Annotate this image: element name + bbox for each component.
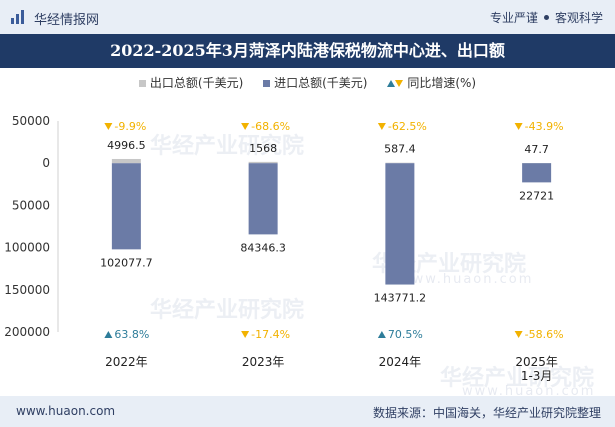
tagline-dot-icon: [543, 15, 549, 20]
legend-item-import: 进口总额(千美元): [263, 74, 367, 91]
growth-down-triangle-icon: [514, 331, 523, 338]
bar-export: [248, 161, 278, 164]
growth-label-import: -58.6%: [525, 328, 564, 341]
footer-bar: www.huaon.com 数据来源：中国海关，华经产业研究院整理: [0, 396, 615, 427]
x-tick-label: 2024年: [379, 355, 422, 369]
data-label-import: 102077.7: [100, 256, 153, 269]
legend-label-yoy: 同比增速(%): [407, 76, 477, 90]
legend-label-import: 进口总额(千美元): [274, 76, 368, 90]
y-tick-label: 150000: [4, 283, 50, 297]
growth-down-triangle-icon: [241, 331, 250, 338]
data-label-export: 47.7: [524, 143, 549, 156]
tagline: 专业严谨 客观科学: [490, 9, 603, 26]
growth-label-import: 70.5%: [388, 328, 423, 341]
data-label-import: 84346.3: [240, 241, 286, 254]
legend-swatch-export: [138, 80, 146, 87]
x-tick-label-line: 1-3月: [521, 369, 553, 383]
bar-import: [111, 163, 141, 250]
x-tick-label-line: 2024年: [379, 355, 422, 369]
legend-down-triangle-icon: [395, 80, 404, 87]
brand-logo-icon: [11, 10, 24, 24]
growth-label-export: -43.9%: [525, 120, 564, 133]
growth-up-triangle-icon: [377, 331, 386, 338]
y-tick-label: 0: [42, 156, 50, 170]
legend-label-export: 出口总额(千美元): [149, 76, 244, 90]
y-tick-label: 100000: [4, 241, 50, 255]
growth-label-export: -68.6%: [251, 120, 290, 133]
title-bar: 2022-2025年3月菏泽内陆港保税物流中心进、出口额: [0, 34, 615, 68]
brand-name: 华经情报网: [34, 13, 100, 28]
tagline-right: 客观科学: [554, 11, 603, 25]
bar-import: [385, 163, 415, 285]
legend-item-export: 出口总额(千美元): [138, 74, 244, 91]
data-label-export: 4996.5: [107, 139, 146, 152]
x-tick-label-line: 2022年: [105, 355, 148, 369]
page-title: 2022-2025年3月菏泽内陆港保税物流中心进、出口额: [110, 41, 505, 60]
top-banner: 华经情报网 专业严谨 客观科学: [0, 0, 615, 34]
footer-url: www.huaon.com: [16, 404, 116, 418]
growth-label-import: 63.8%: [114, 328, 149, 341]
tagline-left: 专业严谨: [489, 11, 538, 25]
growth-label-export: -9.9%: [114, 120, 146, 133]
footer-source: 数据来源：中国海关，华经产业研究院整理: [372, 406, 601, 420]
x-tick-label: 2022年: [105, 355, 148, 369]
chart-legend: 出口总额(千美元) 进口总额(千美元) 同比增速(%): [0, 74, 615, 96]
x-tick-label-line: 2023年: [242, 355, 285, 369]
growth-down-triangle-icon: [104, 123, 113, 130]
growth-label-export: -62.5%: [388, 120, 427, 133]
bar-export: [111, 158, 141, 164]
legend-item-yoy: 同比增速(%): [387, 74, 476, 91]
data-label-import: 22721: [519, 189, 554, 202]
bar-export: [385, 162, 415, 164]
x-tick-label-line: 2025年: [515, 355, 558, 369]
growth-up-triangle-icon: [104, 331, 113, 338]
y-tick-label: 50000: [12, 114, 50, 128]
data-label-export: 587.4: [384, 143, 416, 156]
x-tick-label: 2023年: [242, 355, 285, 369]
y-tick-label: 200000: [4, 325, 50, 339]
legend-swatch-import: [263, 80, 271, 87]
y-tick-label: 50000: [12, 198, 50, 212]
growth-down-triangle-icon: [377, 123, 386, 130]
bar-chart: 50000 0 50000 100000 150000 200000 4996.5 10207…: [4, 114, 564, 383]
growth-down-triangle-icon: [241, 123, 250, 130]
x-tick-label: 2025年 1-3月: [515, 355, 558, 383]
bar-import: [248, 163, 278, 235]
data-label-export: 1568: [249, 142, 277, 155]
legend-up-triangle-icon: [387, 80, 396, 87]
data-label-import: 143771.2: [374, 292, 427, 305]
growth-label-import: -17.4%: [251, 328, 290, 341]
growth-down-triangle-icon: [514, 123, 523, 130]
bar-import: [522, 163, 552, 183]
